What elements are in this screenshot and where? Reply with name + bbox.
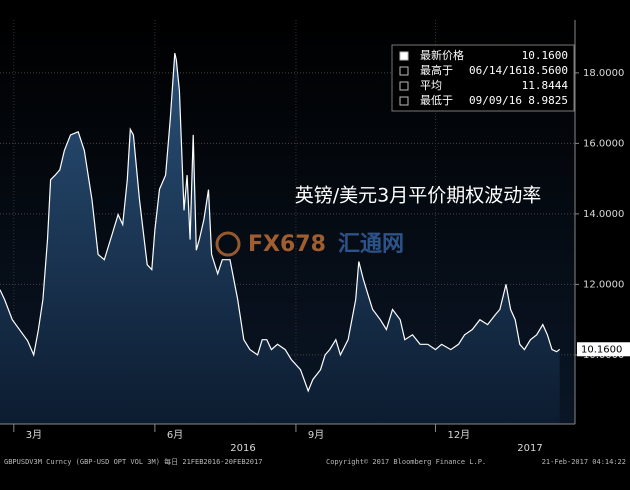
last-price-box (577, 342, 630, 357)
footer-text: 21-Feb-2017 04:14:22 (542, 458, 626, 466)
footer-text: GBPUSDV3M Curncy (GBP-USD OPT VOL 3M) 每日… (4, 457, 262, 466)
legend-label: 最新价格 (420, 48, 464, 62)
legend-value: 8.9825 (528, 94, 568, 107)
legend-label: 平均 (420, 79, 442, 92)
footer-text: Copyright© 2017 Bloomberg Finance L.P. (326, 458, 486, 466)
last-price-label: 10.1600 (581, 344, 622, 355)
legend-marker (399, 51, 409, 61)
legend-box (391, 44, 575, 112)
legend-marker (399, 96, 409, 106)
y-tick-label: 16.0000 (583, 138, 624, 149)
x-tick-label: 9月 (308, 429, 324, 441)
x-year-label: 2017 (517, 443, 542, 454)
watermark: FX678 (248, 232, 326, 257)
chart-title: 英镑/美元3月平价期权波动率 (295, 185, 542, 207)
line (0, 52, 561, 393)
legend-value: 18.5600 (522, 64, 568, 77)
y-tick-label: 14.0000 (583, 209, 624, 220)
legend-date: 06/14/16 (469, 64, 522, 77)
legend-label: 最高于 (420, 63, 453, 77)
watermark: 汇通网 (338, 232, 404, 257)
area (0, 53, 560, 424)
x-tick-label: 6月 (167, 429, 183, 441)
legend-marker (399, 66, 409, 76)
x-tick-label: 12月 (447, 429, 470, 441)
legend-value: 10.1600 (522, 49, 568, 62)
legend-value: 11.8444 (522, 79, 569, 92)
y-tick-label: 12.0000 (583, 279, 624, 290)
legend-label: 最低于 (420, 94, 453, 107)
x-year-label: 2016 (230, 443, 255, 454)
legend-marker (399, 81, 409, 91)
legend-date: 09/09/16 (469, 94, 522, 107)
x-tick-label: 3月 (26, 429, 42, 441)
watermark-logo (215, 231, 241, 257)
y-tick-label: 18.0000 (583, 68, 624, 79)
